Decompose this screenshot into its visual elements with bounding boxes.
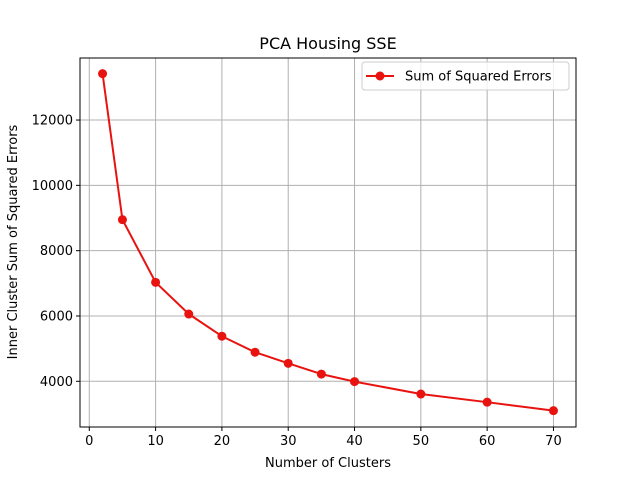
plot-area-frame [79,57,577,428]
data-point [217,331,227,341]
legend-box [361,61,570,91]
y-tick-label: 10000 [32,179,73,194]
data-point [283,358,293,368]
data-point [250,347,260,357]
legend: Sum of Squared Errors [361,61,570,91]
data-point [316,369,326,379]
data-point [151,277,161,287]
data-point [482,397,492,407]
x-tick-label: 40 [346,434,363,449]
x-tick-label: 30 [280,434,297,449]
x-tick-label: 60 [479,434,496,449]
y-axis-label: Inner Cluster Sum of Squared Errors [6,124,21,359]
y-tick-label: 4000 [40,375,73,390]
x-axis-ticks: 0 10 20 30 40 50 60 70 [85,427,562,449]
data-point [184,309,194,319]
legend-label: Sum of Squared Errors [405,70,552,85]
data-point [117,215,127,225]
y-tick-label: 8000 [40,244,73,259]
data-point [350,377,360,387]
x-tick-label: 20 [214,434,231,449]
y-axis-ticks: 4000 6000 8000 10000 12000 [32,114,80,390]
x-tick-label: 50 [413,434,430,449]
chart-title: PCA Housing SSE [259,34,396,53]
series-line [101,73,554,412]
x-tick-label: 10 [147,434,164,449]
y-tick-label: 12000 [32,114,73,129]
data-point [416,389,426,399]
x-tick-label: 70 [545,434,562,449]
x-tick-label: 0 [85,434,93,449]
data-point [548,406,558,416]
legend-marker-swatch [375,71,385,81]
x-axis-label: Number of Clusters [265,456,391,471]
data-point [98,69,108,79]
y-tick-label: 6000 [40,309,73,324]
grid-layer [80,58,576,427]
series-layer [98,69,558,416]
